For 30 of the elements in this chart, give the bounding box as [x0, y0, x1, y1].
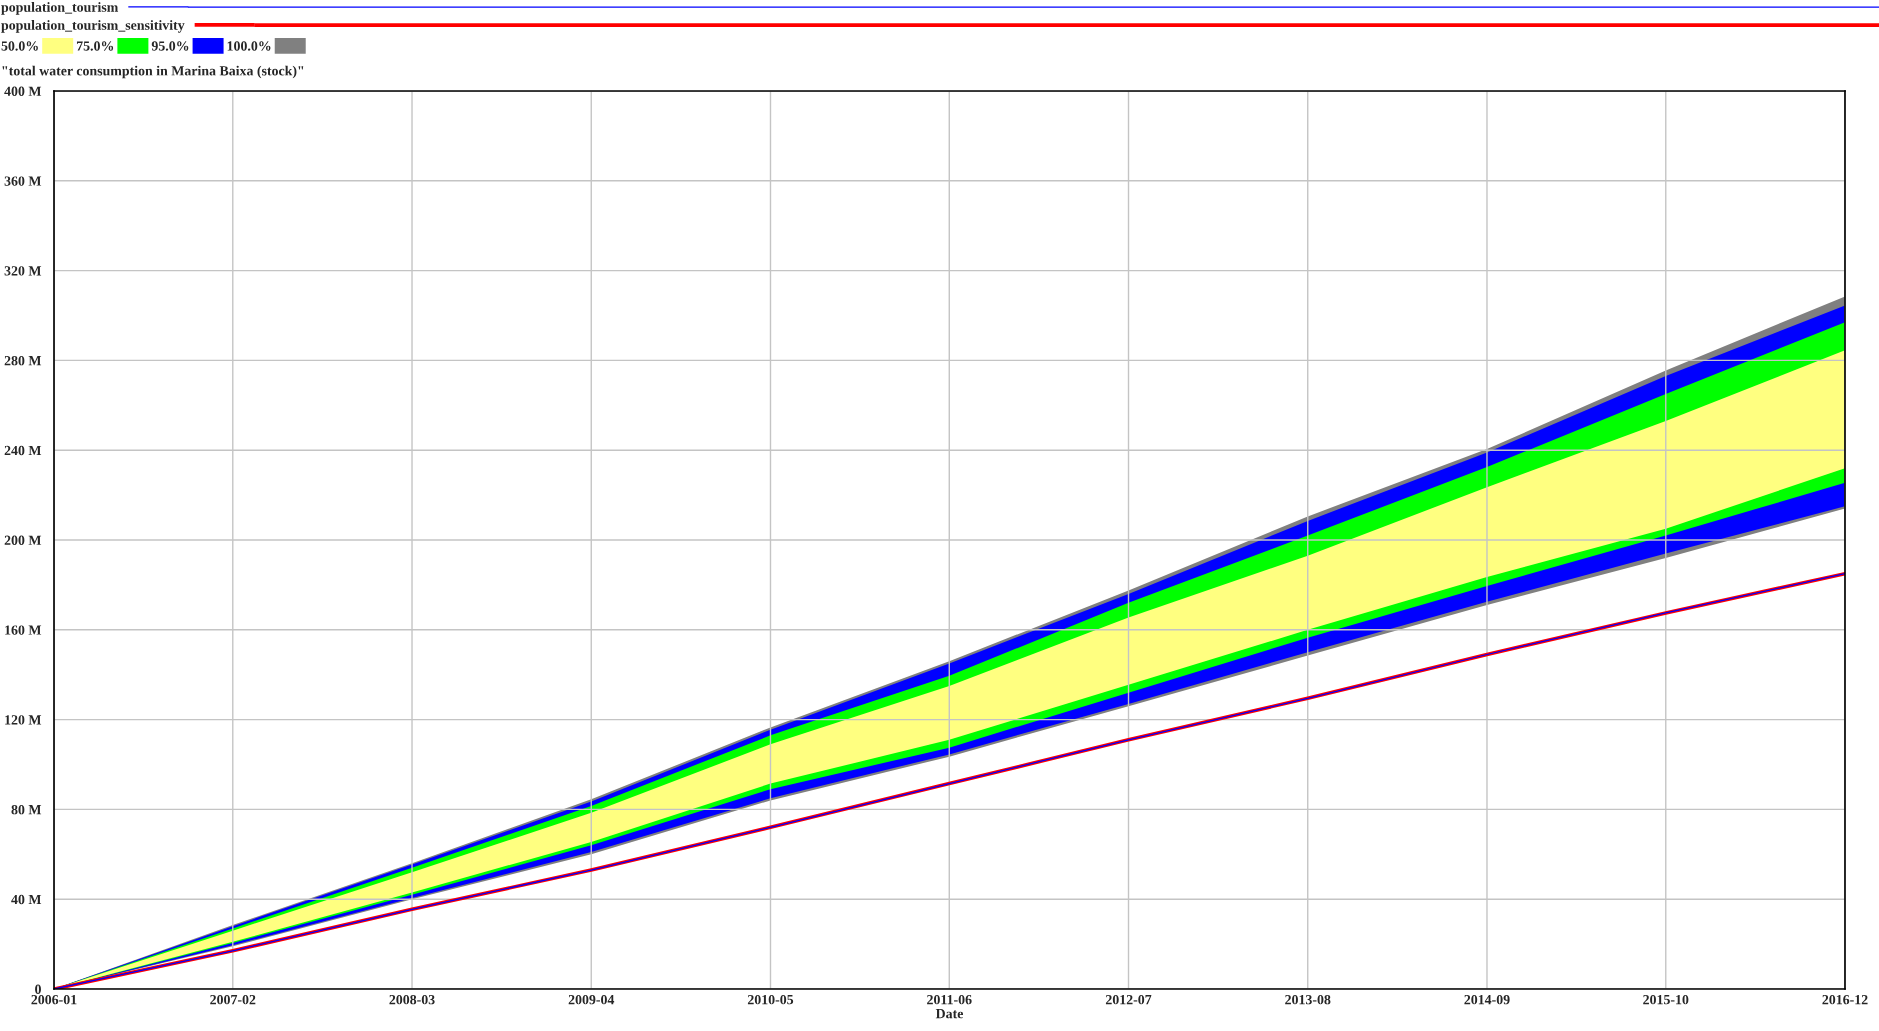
- y-tick-label: 360 M: [4, 176, 42, 186]
- chart-title: "total water consumption in Marina Baixa (stock)": [2, 65, 304, 79]
- x-tick-label: 2009-04: [568, 994, 615, 1005]
- y-tick-label: 320 M: [4, 266, 42, 276]
- y-tick-label: 120 M: [5, 715, 42, 725]
- x-tick-label: 2010-05: [747, 994, 794, 1005]
- y-tick-label: 200 M: [4, 535, 42, 545]
- legend-label: population_tourism: [1, 2, 119, 15]
- x-tick-label: 2013-08: [1285, 994, 1331, 1005]
- legend-label: 95.0%: [151, 41, 189, 51]
- y-tick-label: 0: [35, 984, 41, 994]
- x-tick-label: 2015-10: [1643, 994, 1689, 1005]
- x-tick-label: 2007-02: [210, 994, 256, 1005]
- y-tick-label: 240 M: [4, 445, 42, 456]
- y-tick-label: 280 M: [4, 355, 42, 366]
- x-tick-label: 2011-06: [927, 994, 972, 1005]
- x-tick-label: 2014-09: [1464, 994, 1510, 1005]
- legend-label: 100.0%: [227, 41, 271, 51]
- x-tick-label: 2016-12: [1822, 994, 1868, 1005]
- y-tick-label: 400 M: [4, 86, 42, 96]
- legend-label: population_tourism_sensitivity: [1, 20, 185, 33]
- y-tick-label: 160 M: [5, 625, 42, 635]
- x-axis-title: Date: [935, 1009, 964, 1019]
- y-tick-label: 40 M: [11, 894, 42, 905]
- legend-label: 75.0%: [76, 41, 114, 51]
- y-tick-label: 80 M: [11, 804, 42, 815]
- x-tick-label: 2012-07: [1105, 994, 1152, 1005]
- x-tick-label: 2008-03: [389, 994, 435, 1005]
- legend-label: 50.0%: [1, 41, 38, 51]
- x-tick-label: 2006-01: [31, 994, 77, 1005]
